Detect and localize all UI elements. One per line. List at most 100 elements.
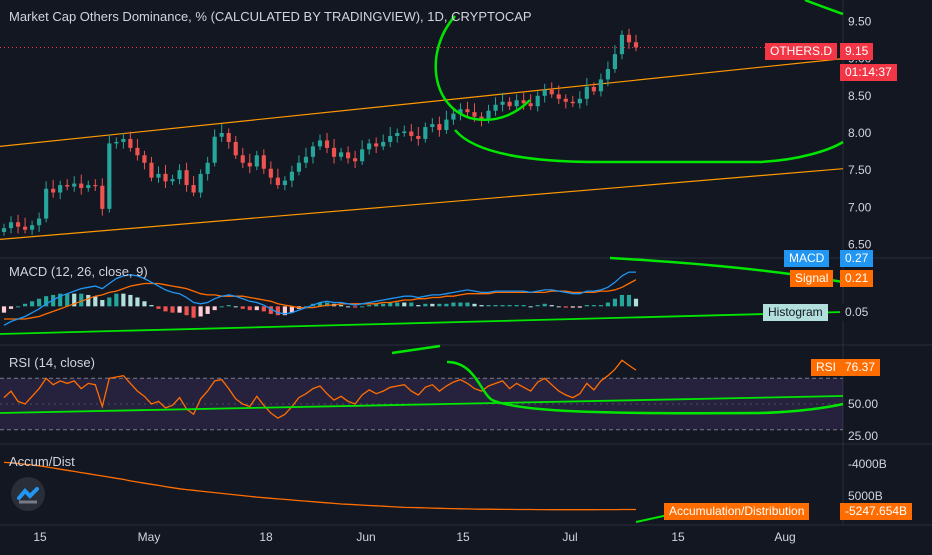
candle-body <box>198 173 203 193</box>
candle-body <box>86 185 91 189</box>
histogram-bar <box>507 305 512 307</box>
signal-value-label: 0.21 <box>840 270 874 287</box>
candle-body <box>177 170 182 180</box>
histogram-bar <box>226 305 231 307</box>
histogram-bar <box>458 302 463 307</box>
histogram-bar <box>100 300 105 307</box>
histogram-bar <box>65 293 70 307</box>
candle-body <box>367 143 372 150</box>
histogram-bar <box>626 294 632 307</box>
candle-body <box>51 188 56 193</box>
candle-body <box>563 98 568 102</box>
candle-body <box>598 79 603 92</box>
candle-body <box>570 101 575 104</box>
candle-body <box>289 171 294 181</box>
histogram-bar <box>324 302 330 307</box>
chart-title: Market Cap Others Dominance, % (CALCULAT… <box>9 9 532 24</box>
candle-body <box>282 180 287 186</box>
histogram-bar <box>247 306 252 311</box>
candle-body <box>556 94 561 99</box>
candle-body <box>149 162 154 178</box>
histogram-bar <box>409 302 414 307</box>
histogram-bar <box>472 303 477 307</box>
histogram-bar <box>205 306 210 314</box>
histogram-value-label: 0.05 <box>840 304 874 321</box>
histogram-bar <box>8 306 14 309</box>
candle-body <box>395 133 400 136</box>
candle-body <box>15 222 21 227</box>
candle-body <box>507 101 512 107</box>
candle-body <box>626 34 632 43</box>
candle-body <box>465 109 470 113</box>
hand-drawn-curve-bottom <box>454 129 844 164</box>
candle-body <box>212 136 217 163</box>
histogram-bar <box>219 306 224 308</box>
histogram-bar <box>402 302 407 307</box>
histogram-bar <box>1 306 7 313</box>
hand-drawn-curve-left <box>434 15 531 121</box>
candle-body <box>619 34 625 55</box>
price-tick-label: 7.00 <box>848 200 872 214</box>
candle-body <box>22 226 28 230</box>
price-tick-label: 8.00 <box>848 126 872 140</box>
channel-upper-line <box>0 58 844 147</box>
time-tick-label: Jul <box>562 530 577 544</box>
histogram-bar <box>556 306 561 308</box>
candle-body <box>331 147 337 157</box>
tradingview-logo[interactable] <box>11 477 45 511</box>
histogram-bar <box>633 298 639 307</box>
candle-body <box>353 158 358 162</box>
macd-trendline <box>0 311 844 335</box>
candle-body <box>184 170 189 186</box>
histogram-bar <box>395 302 400 307</box>
candle-body <box>346 152 351 159</box>
histogram-bar <box>388 302 393 307</box>
candle-body <box>226 133 231 142</box>
candle-body <box>163 173 168 182</box>
histogram-bar <box>437 303 442 307</box>
candle-body <box>303 156 309 163</box>
histogram-bar <box>542 303 547 307</box>
histogram-bar <box>360 306 365 308</box>
histogram-bar <box>584 305 589 307</box>
rsi-pane-title: RSI (14, close) <box>9 355 95 370</box>
histogram-bar <box>163 306 168 312</box>
candle-body <box>388 135 393 142</box>
ad-tick-label: 5000B <box>848 489 883 503</box>
time-tick-label: 18 <box>259 530 273 544</box>
rsi-line <box>3 359 637 419</box>
histogram-bar <box>486 305 491 307</box>
candle-body <box>275 177 280 186</box>
candle-body <box>205 162 210 174</box>
candle-body <box>612 54 618 70</box>
rsi-trendline <box>0 395 844 414</box>
histogram-bar <box>465 302 470 307</box>
price-tick-label: 9.50 <box>848 14 872 28</box>
histogram-bar <box>275 306 280 316</box>
histogram-bar <box>107 297 112 307</box>
macd-value-label: 0.27 <box>840 250 874 267</box>
candle-body <box>458 109 463 114</box>
candle-body <box>605 69 610 80</box>
histogram-bar <box>563 306 568 308</box>
histogram-bar <box>30 301 35 307</box>
candle-body <box>44 188 49 219</box>
histogram-bar <box>121 293 126 307</box>
histogram-bar <box>44 296 49 307</box>
candle-body <box>528 103 533 107</box>
histogram-bar <box>570 306 575 308</box>
candle-body <box>324 140 330 148</box>
histogram-bar <box>451 302 456 307</box>
candle-body <box>430 124 435 128</box>
signal-label: Signal <box>790 270 834 287</box>
histogram-bar <box>177 306 182 313</box>
channel-lower-line <box>0 168 844 240</box>
histogram-bar <box>528 306 533 308</box>
histogram-bar <box>233 306 238 308</box>
candle-body <box>535 95 540 107</box>
countdown-label: 01:14:37 <box>840 64 897 81</box>
candle-body <box>219 133 224 137</box>
time-tick-label: May <box>138 530 161 544</box>
candle-body <box>296 162 302 172</box>
rsi-label: RSI <box>811 359 842 376</box>
